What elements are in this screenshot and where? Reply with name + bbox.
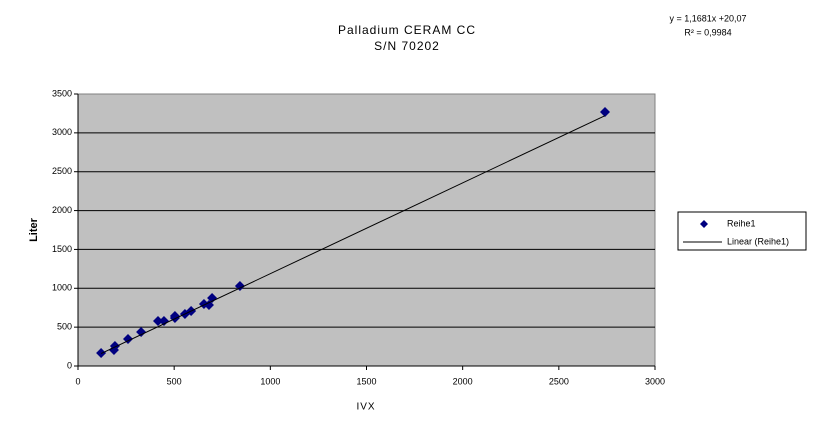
y-tick-label: 1000 <box>52 283 72 293</box>
x-tick-label: 1500 <box>356 376 376 386</box>
y-tick-label: 0 <box>67 360 72 370</box>
y-tick-label: 3500 <box>52 88 72 98</box>
y-tick-label: 3000 <box>52 127 72 137</box>
x-axis-label: IVX <box>356 402 375 413</box>
y-tick-label: 2500 <box>52 166 72 176</box>
data-point <box>169 312 180 323</box>
chart-title: Palladium CERAM CC <box>338 23 476 37</box>
x-tick-label: 500 <box>167 376 182 386</box>
data-point <box>599 107 610 118</box>
y-tick-label: 2000 <box>52 205 72 215</box>
data-point <box>153 316 164 327</box>
legend-box <box>677 211 807 251</box>
x-tick-label: 2000 <box>453 376 473 386</box>
y-tick-label: 500 <box>57 322 72 332</box>
chart-subtitle: S/N 70202 <box>374 39 440 53</box>
trendline <box>100 115 606 355</box>
x-tick-label: 1000 <box>260 376 280 386</box>
legend-marker <box>700 220 708 228</box>
equation: y = 1,1681x +20,07 <box>669 13 746 23</box>
x-tick-label: 2500 <box>549 376 569 386</box>
data-point <box>136 327 147 338</box>
y-axis-label: Liter <box>28 217 40 242</box>
r-squared: R² = 0,9984 <box>684 27 731 37</box>
data-point <box>234 281 245 292</box>
y-tick-label: 1500 <box>52 244 72 254</box>
x-tick-label: 0 <box>75 376 80 386</box>
data-point <box>158 316 169 327</box>
legend-label: Reihe1 <box>727 218 756 228</box>
x-tick-label: 3000 <box>645 376 665 386</box>
legend-label: Linear (Reihe1) <box>727 236 789 246</box>
data-point <box>203 299 214 310</box>
